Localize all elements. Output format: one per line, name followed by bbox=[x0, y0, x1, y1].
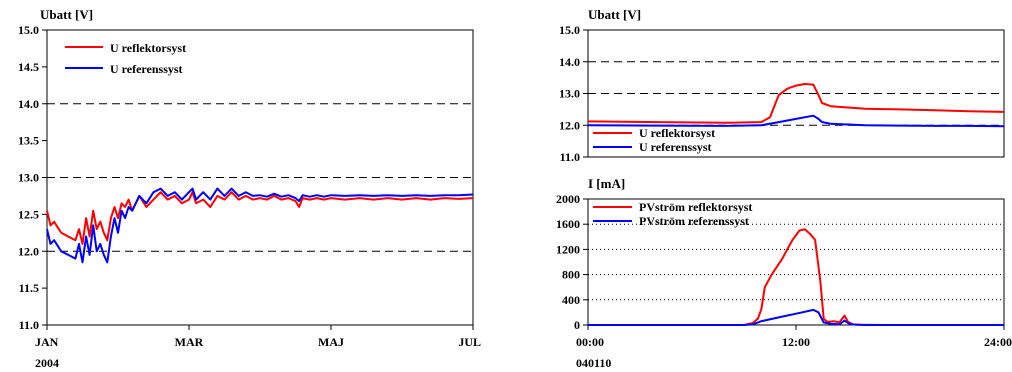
y-tick-label: 800 bbox=[562, 268, 580, 282]
y-tick-label: 11.0 bbox=[19, 318, 39, 332]
x-tick-label: 00:00 bbox=[576, 335, 604, 349]
y-tick-label: 15.0 bbox=[559, 23, 580, 37]
x-tick-label: 12:00 bbox=[782, 335, 810, 349]
series-line-reflektor bbox=[587, 83, 1005, 124]
x-tick-label: JAN bbox=[35, 335, 59, 349]
left-ylabel: Ubatt [V] bbox=[40, 7, 93, 22]
y-tick-label: 15.0 bbox=[18, 23, 39, 37]
y-tick-label: 13.0 bbox=[18, 171, 39, 185]
right-top-yticks: 15.0 14.0 13.0 12.0 11.0 bbox=[559, 23, 588, 164]
chart-right-top: Ubatt [V] 15.0 14.0 13.0 12.0 11.0 U reflekt… bbox=[559, 7, 1005, 164]
right-bottom-legend: PVström reflektorsyst PVström referenssy… bbox=[593, 200, 752, 228]
x-tick-sublabel: 2004 bbox=[35, 356, 59, 370]
x-tick-label: JUL bbox=[458, 335, 481, 349]
legend-label: U referenssyst bbox=[110, 62, 183, 76]
right-top-series bbox=[587, 83, 1005, 128]
chart-right-bottom: I [mA] 2000 1600 1200 800 400 0 00:00 040110 12… bbox=[556, 176, 1012, 370]
y-tick-label: 14.0 bbox=[18, 97, 39, 111]
legend-label: PVström reflektorsyst bbox=[639, 200, 752, 214]
y-tick-label: 14.0 bbox=[559, 55, 580, 69]
right-bottom-grid bbox=[588, 198, 1004, 301]
y-tick-label: 12.0 bbox=[559, 118, 580, 132]
y-tick-label: 1200 bbox=[556, 242, 580, 256]
series-line-referens bbox=[587, 114, 1005, 128]
y-tick-label: 13.0 bbox=[559, 87, 580, 101]
y-tick-label: 2000 bbox=[556, 192, 580, 206]
y-tick-label: 12.0 bbox=[18, 244, 39, 258]
right-top-legend: U reflektorsyst U referenssyst bbox=[593, 126, 715, 154]
series-line-reflektor bbox=[588, 228, 1004, 326]
x-tick-label: MAJ bbox=[318, 335, 344, 349]
legend-label: U reflektorsyst bbox=[639, 126, 715, 140]
x-tick-sublabel: 040110 bbox=[576, 356, 611, 370]
right-top-ylabel: Ubatt [V] bbox=[588, 7, 641, 22]
left-series bbox=[46, 187, 474, 264]
series-line-referens bbox=[46, 187, 474, 264]
left-yticks: 15.0 14.5 14.0 13.5 13.0 12.5 12.0 11.5 11.0 bbox=[18, 23, 47, 332]
legend-label: U reflektorsyst bbox=[110, 41, 186, 55]
right-bottom-xticks: 00:00 040110 12:00 24:00 bbox=[576, 325, 1012, 370]
left-grid bbox=[47, 103, 473, 326]
x-tick-label: MAR bbox=[175, 335, 204, 349]
left-xticks: JAN 2004 MAR MAJ JUL bbox=[35, 325, 481, 370]
series-line-referens bbox=[588, 308, 1004, 326]
legend-label: U referenssyst bbox=[639, 140, 712, 154]
right-bottom-yticks: 2000 1600 1200 800 400 0 bbox=[556, 192, 588, 332]
y-tick-label: 1600 bbox=[556, 217, 580, 231]
y-tick-label: 11.0 bbox=[560, 150, 580, 164]
series-line-reflektor bbox=[46, 191, 474, 245]
right-bottom-series bbox=[588, 228, 1004, 326]
y-tick-label: 0 bbox=[574, 318, 580, 332]
chart-left: Ubatt [V] 15.0 14.5 14.0 13.5 13.0 12.5 12.0 11… bbox=[18, 7, 481, 370]
y-tick-label: 12.5 bbox=[18, 207, 39, 221]
y-tick-label: 14.5 bbox=[18, 60, 39, 74]
left-legend: U reflektorsyst U referenssyst bbox=[65, 41, 186, 76]
right-bottom-ylabel: I [mA] bbox=[588, 176, 625, 191]
x-tick-label: 24:00 bbox=[984, 335, 1012, 349]
y-tick-label: 11.5 bbox=[19, 281, 39, 295]
y-tick-label: 13.5 bbox=[18, 134, 39, 148]
right-top-grid bbox=[588, 61, 1004, 126]
y-tick-label: 400 bbox=[562, 293, 580, 307]
legend-label: PVström referenssyst bbox=[639, 214, 749, 228]
